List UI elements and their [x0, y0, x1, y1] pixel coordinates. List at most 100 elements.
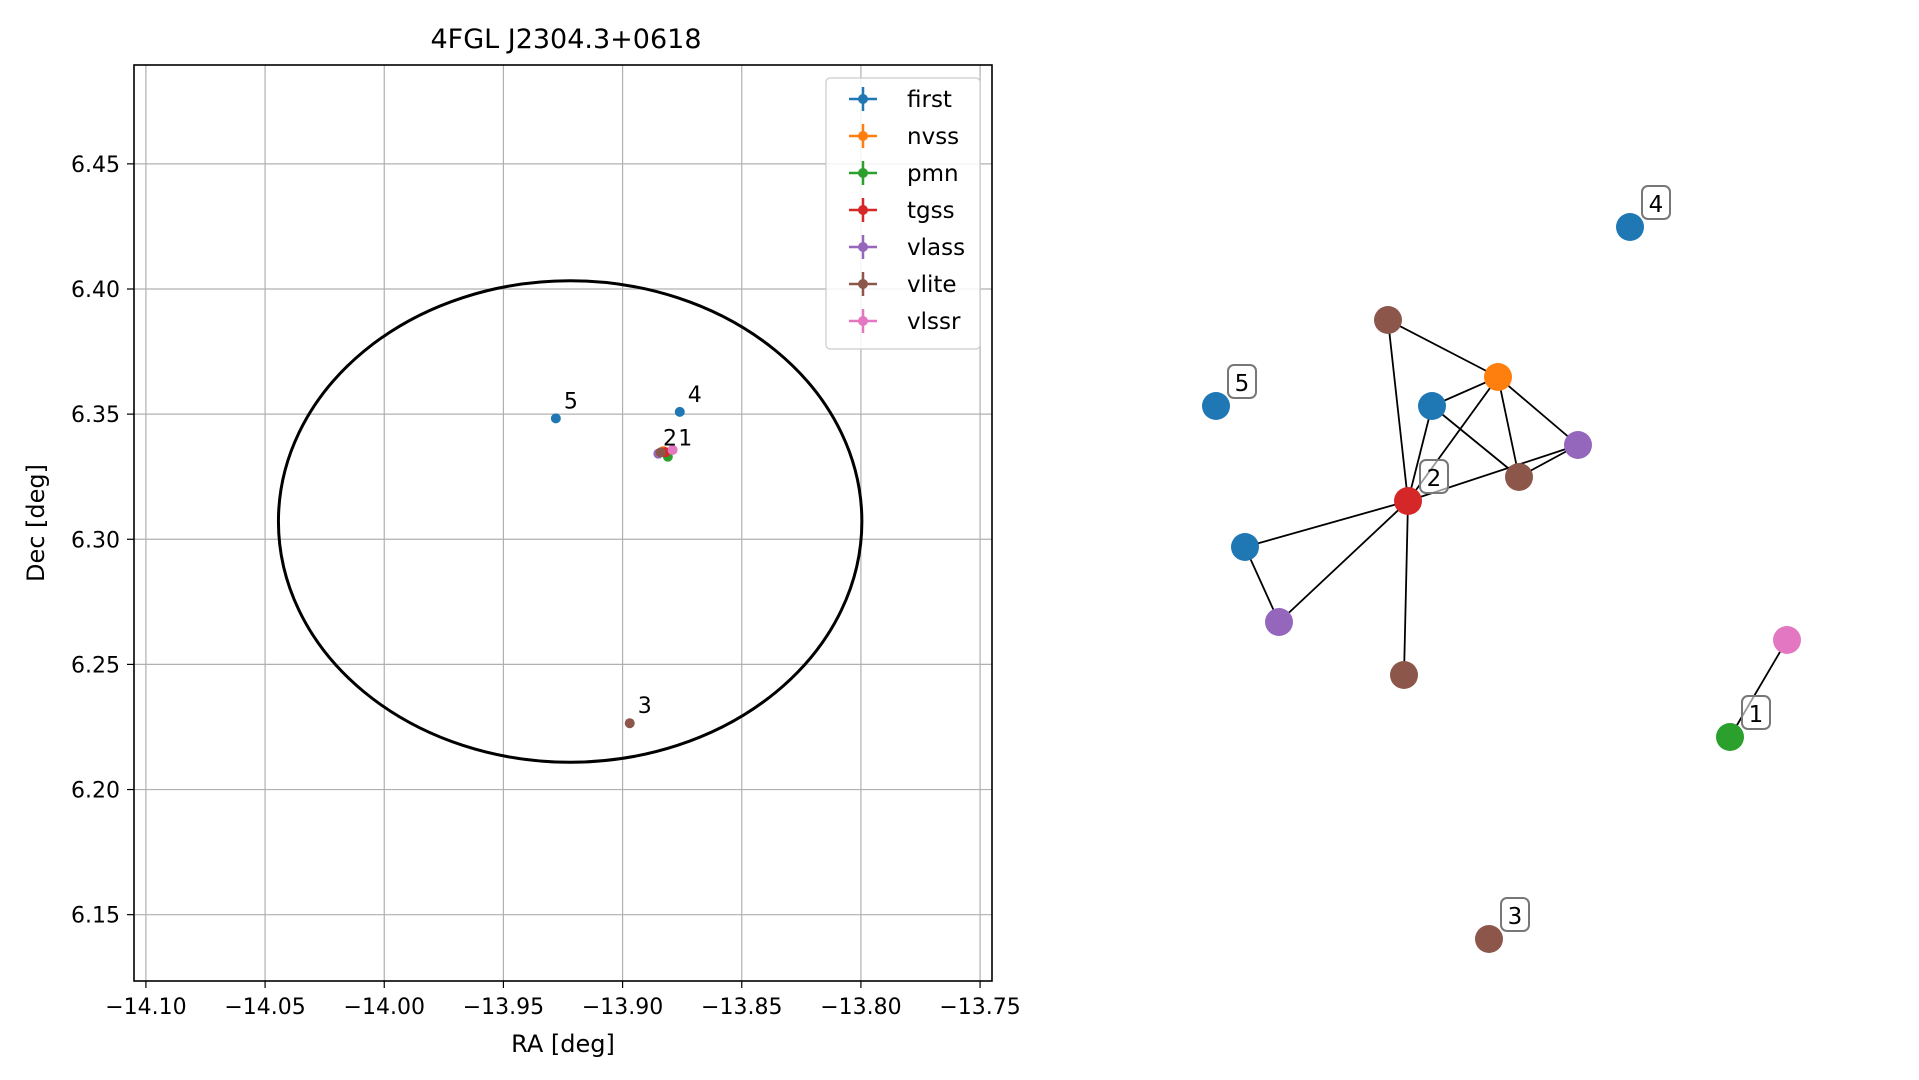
annotation-label: 2	[663, 427, 677, 452]
label-box	[1641, 185, 1671, 220]
network-labels: 4 5 2 1 3	[1227, 185, 1771, 932]
y-tick-label: 6.35	[71, 403, 120, 428]
error-ellipse-layer	[276, 279, 864, 764]
network-edge	[1497, 376, 1579, 446]
network-node-label: 2	[1419, 459, 1449, 494]
annotation-label: 3	[638, 694, 652, 719]
y-tick-label: 6.20	[71, 779, 120, 804]
legend-marker-dot	[858, 205, 868, 215]
x-tick-label: −13.85	[701, 995, 782, 1020]
legend-entry-vlite: vlite	[849, 272, 957, 298]
legend-label: vlssr	[907, 309, 961, 335]
legend-entry-nvss: nvss	[849, 124, 959, 150]
annotation-label: 1	[678, 427, 692, 452]
network-node	[1475, 925, 1503, 953]
legend-entry-pmn: pmn	[849, 161, 959, 187]
network-node	[1484, 363, 1512, 391]
legend-marker-dot	[858, 279, 868, 289]
legend-label: nvss	[907, 124, 959, 150]
chart-title: 4FGL J2304.3+0618	[430, 24, 701, 55]
network-node-label: 1	[1741, 695, 1771, 730]
x-tick-label: −14.10	[105, 995, 186, 1020]
label-text: 3	[1508, 904, 1523, 930]
label-text: 2	[1427, 466, 1442, 492]
annotation-label: 4	[688, 383, 702, 408]
legend-entry-first: first	[849, 87, 952, 113]
label-box	[1227, 364, 1257, 399]
error-ellipse	[276, 279, 864, 764]
network-node	[1202, 392, 1230, 420]
annotation-label: 5	[564, 389, 578, 414]
sky-scatter-plot: 4FGL J2304.3+0618 5 42 13 −14.10 −14.05 −14.…	[22, 24, 1021, 1058]
y-tick-label: 6.25	[71, 653, 120, 678]
y-tick-label: 6.30	[71, 528, 120, 553]
data-points	[550, 406, 685, 729]
network-node	[1390, 661, 1418, 689]
label-text: 1	[1749, 702, 1764, 728]
label-box	[1419, 459, 1449, 494]
point-first	[550, 413, 561, 424]
network-node	[1616, 213, 1644, 241]
x-axis-label: RA [deg]	[511, 1030, 615, 1058]
network-node	[1231, 533, 1259, 561]
y-axis-label: Dec [deg]	[22, 464, 50, 582]
network-node	[1374, 306, 1402, 334]
label-text: 4	[1649, 192, 1664, 218]
legend-entry-tgss: tgss	[849, 198, 955, 224]
network-edge	[1431, 405, 1520, 478]
network-edge	[1278, 500, 1409, 623]
point-annotations: 5 42 1 3	[564, 383, 702, 719]
x-tick-label: −13.75	[939, 995, 1020, 1020]
legend-label: first	[907, 87, 952, 113]
network-edges	[1244, 319, 1788, 738]
network-edge	[1244, 500, 1409, 548]
legend-marker-dot	[858, 131, 868, 141]
legend-marker-dot	[858, 168, 868, 178]
network-node	[1716, 723, 1744, 751]
x-tick-label: −14.05	[224, 995, 305, 1020]
network-node-label: 3	[1500, 897, 1530, 932]
legend-entry-vlssr: vlssr	[849, 309, 961, 335]
legend-marker-dot	[858, 316, 868, 326]
y-tick-label: 6.40	[71, 278, 120, 303]
network-edge	[1387, 319, 1499, 378]
network-node	[1564, 431, 1592, 459]
x-tick-label: −14.00	[344, 995, 425, 1020]
network-node	[1265, 608, 1293, 636]
network-node	[1773, 626, 1801, 654]
legend-label: vlass	[907, 235, 965, 261]
match-network-graph: 4 5 2 1 3	[1202, 185, 1801, 953]
network-edge	[1387, 319, 1409, 502]
network-node-label: 4	[1641, 185, 1671, 220]
network-edge	[1497, 376, 1520, 478]
y-tick-label: 6.15	[71, 904, 120, 929]
legend-marker-dot	[858, 94, 868, 104]
network-node-label: 5	[1227, 364, 1257, 399]
x-tick-label: −13.95	[463, 995, 544, 1020]
x-tick-label: −13.90	[582, 995, 663, 1020]
legend-label: vlite	[907, 272, 957, 298]
legend: first nvss pmn tgss vlass vlite vlssr	[825, 77, 981, 350]
point-vlite	[624, 718, 635, 729]
y-tick-label: 6.45	[71, 153, 120, 178]
network-node	[1418, 392, 1446, 420]
legend-marker-dot	[858, 242, 868, 252]
legend-entry-vlass: vlass	[849, 235, 965, 261]
x-axis-ticks: −14.10 −14.05 −14.00 −13.95 −13.90 −13.85 −13.…	[105, 981, 1021, 1020]
label-box	[1500, 897, 1530, 932]
point-first	[674, 406, 685, 417]
network-node	[1394, 487, 1422, 515]
network-edge	[1729, 639, 1788, 738]
legend-label: tgss	[907, 198, 955, 224]
network-nodes	[1202, 213, 1801, 953]
legend-label: pmn	[907, 161, 959, 187]
label-text: 5	[1235, 371, 1250, 397]
plot-frame	[133, 64, 993, 982]
label-box	[1741, 695, 1771, 730]
network-edge	[1407, 405, 1433, 502]
network-node	[1505, 463, 1533, 491]
point-vlite	[655, 447, 666, 458]
y-axis-ticks: 6.15 6.20 6.25 6.30 6.35 6.40 6.45	[71, 153, 134, 929]
network-edge	[1403, 500, 1409, 676]
